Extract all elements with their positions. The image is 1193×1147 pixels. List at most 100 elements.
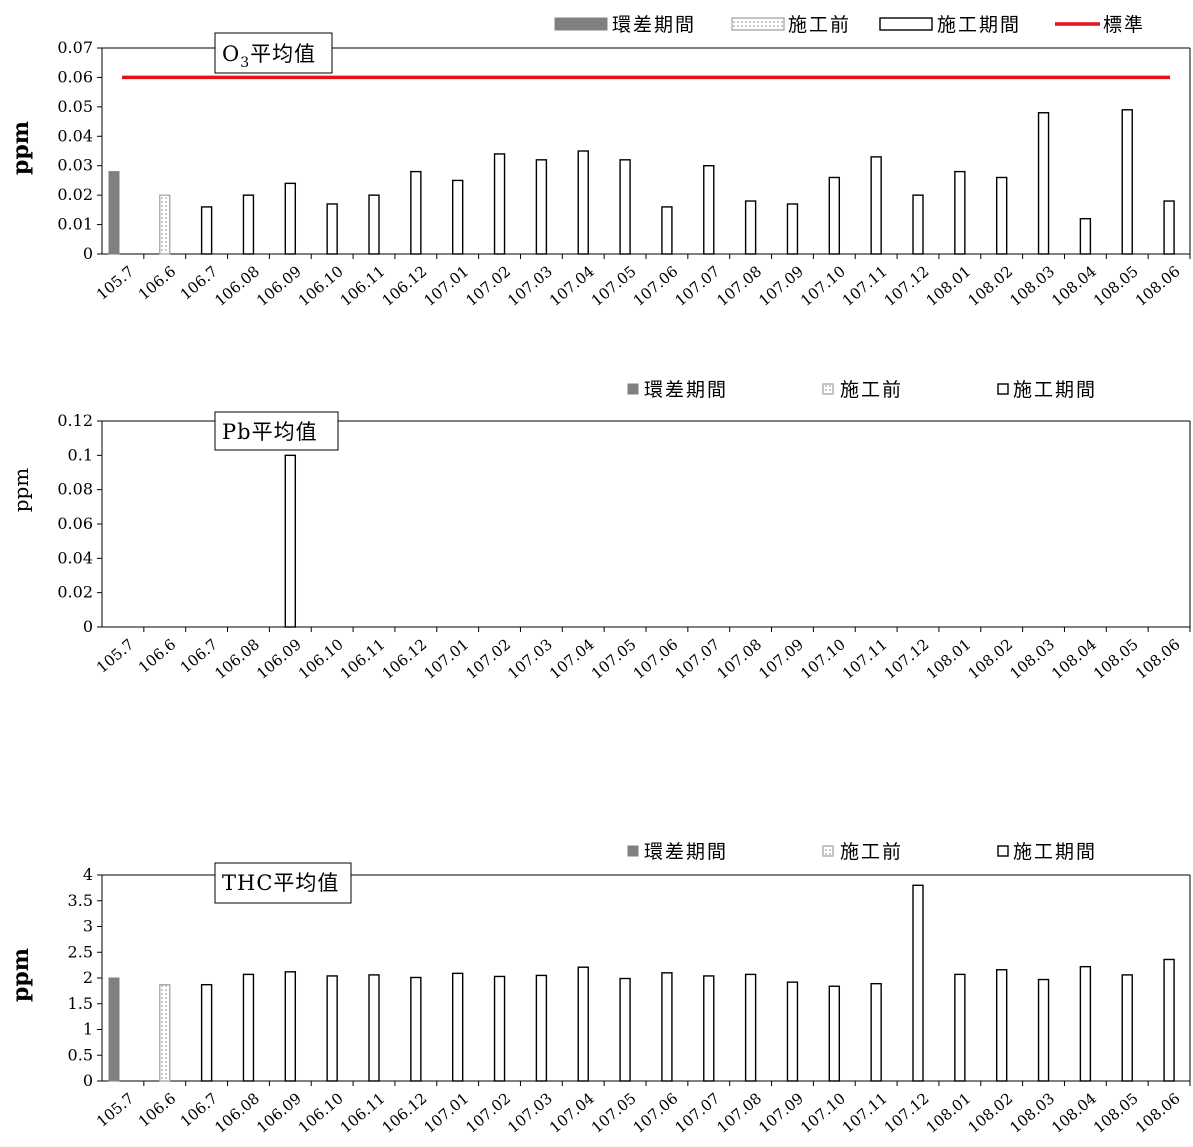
chart-title: THC平均值 (222, 871, 339, 895)
y-tick-label: 0 (83, 244, 93, 263)
bar-during (535, 159, 548, 255)
x-tick-label: 107.11 (839, 635, 891, 683)
x-tick-label: 106.10 (295, 1089, 347, 1137)
legend-swatch-baseline (627, 383, 639, 395)
x-tick-label: 107.06 (630, 1089, 682, 1137)
x-tick-label: 108.02 (964, 635, 1016, 683)
x-tick-label: 107.02 (462, 1089, 514, 1137)
legend-label: 施工期間 (1013, 841, 1097, 863)
y-tick-label: 0.06 (57, 514, 93, 533)
x-tick-label: 106.09 (253, 1089, 305, 1137)
legend-swatch-pre (822, 383, 834, 395)
x-tick-label: 106.09 (253, 262, 305, 310)
legend-label: 施工期間 (937, 14, 1021, 36)
y-tick-label: 0.03 (57, 156, 93, 175)
x-tick-label: 107.04 (546, 1089, 598, 1137)
y-tick-label: 0.01 (57, 215, 93, 234)
bar-during (242, 973, 255, 1082)
x-tick-label: 107.08 (713, 262, 765, 310)
x-tick-label: 106.08 (211, 635, 263, 683)
x-tick-label: 107.12 (881, 1089, 933, 1137)
bar-during (535, 974, 548, 1082)
x-tick-label: 108.04 (1048, 1089, 1100, 1137)
thc-chart: 00.511.522.533.54ppm105.7106.6106.7106.0… (8, 841, 1191, 1137)
x-tick-label: 108.05 (1090, 635, 1142, 683)
bar-during (744, 200, 757, 255)
bar-pre (159, 194, 171, 255)
bar-during (1121, 109, 1133, 255)
x-tick-label: 107.01 (420, 635, 472, 683)
legend-label: 環差期間 (612, 14, 696, 36)
o3-chart: 00.010.020.030.040.050.060.07ppm105.7106… (8, 14, 1191, 310)
y-axis-label: ppm (9, 468, 33, 513)
bar-during (703, 165, 715, 255)
bar-during (242, 194, 255, 255)
bar-during (368, 194, 380, 255)
x-tick-label: 107.01 (420, 1089, 472, 1137)
x-tick-label: 108.05 (1090, 262, 1142, 310)
x-tick-label: 107.08 (713, 1089, 765, 1137)
bar-during (1079, 965, 1092, 1082)
y-tick-label: 1.5 (68, 994, 93, 1013)
y-tick-label: 0.1 (68, 445, 93, 464)
y-tick-label: 0.04 (57, 126, 93, 145)
x-tick-label: 108.03 (1006, 262, 1058, 310)
x-tick-label: 108.01 (923, 1089, 975, 1137)
x-tick-label: 106.11 (337, 635, 389, 683)
chart-title: O3平均值 (222, 42, 316, 71)
y-axis-label: ppm (8, 121, 34, 175)
bar-during (870, 156, 882, 255)
bar-during (451, 972, 464, 1082)
bar-during (703, 975, 715, 1082)
chart-title: Pb平均值 (222, 420, 318, 444)
x-tick-label: 107.02 (462, 635, 514, 683)
x-tick-label: 108.03 (1006, 1089, 1058, 1137)
bar-during (1037, 112, 1050, 255)
legend-label: 標準 (1103, 14, 1145, 36)
bar-during (995, 969, 1008, 1082)
bar-during (828, 985, 841, 1082)
bar-during (828, 176, 841, 255)
bar-during (200, 206, 213, 255)
x-tick-label: 107.11 (839, 1089, 891, 1137)
y-tick-label: 3.5 (68, 891, 93, 910)
x-tick-label: 106.09 (253, 635, 305, 683)
x-tick-label: 107.06 (630, 635, 682, 683)
bar-during (870, 982, 882, 1082)
x-tick-label: 105.7 (93, 1089, 137, 1130)
legend-label: 施工前 (788, 14, 851, 36)
legend-label: 施工前 (840, 841, 903, 863)
y-tick-label: 0.5 (68, 1045, 93, 1064)
x-tick-label: 108.02 (964, 1089, 1016, 1137)
bar-during (954, 973, 966, 1082)
x-tick-label: 107.04 (546, 635, 598, 683)
x-tick-label: 108.06 (1132, 1089, 1184, 1137)
x-tick-label: 108.05 (1090, 1089, 1142, 1137)
x-tick-label: 107.09 (755, 262, 807, 310)
legend-label: 施工期間 (1013, 379, 1097, 401)
bar-during (995, 176, 1008, 255)
legend-swatch-baseline (627, 845, 639, 857)
x-tick-label: 107.02 (462, 262, 514, 310)
y-tick-label: 0.12 (57, 411, 93, 430)
bar-during (1079, 217, 1092, 255)
legend-swatch-during (997, 845, 1009, 857)
x-tick-label: 108.01 (923, 635, 975, 683)
x-tick-label: 106.12 (379, 1089, 431, 1137)
legend-swatch-baseline (554, 17, 608, 31)
x-tick-label: 108.04 (1048, 262, 1100, 310)
bar-during (661, 206, 673, 255)
x-tick-label: 107.11 (839, 262, 891, 310)
x-tick-label: 107.05 (588, 1089, 640, 1137)
y-tick-label: 0.02 (57, 583, 93, 602)
x-tick-label: 106.11 (337, 262, 389, 310)
x-tick-label: 107.12 (881, 262, 933, 310)
x-tick-label: 107.03 (504, 635, 556, 683)
x-tick-label: 107.06 (630, 262, 682, 310)
x-tick-label: 107.04 (546, 262, 598, 310)
x-tick-label: 107.03 (504, 1089, 556, 1137)
x-tick-label: 106.10 (295, 262, 347, 310)
bar-during (284, 971, 297, 1082)
y-tick-label: 0.07 (57, 38, 93, 57)
x-tick-label: 106.6 (135, 1089, 179, 1130)
